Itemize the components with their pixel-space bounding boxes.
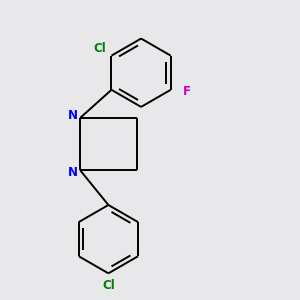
Text: Cl: Cl	[93, 42, 106, 55]
Text: N: N	[68, 109, 78, 122]
Text: N: N	[68, 166, 78, 179]
Text: Cl: Cl	[102, 279, 115, 292]
Text: F: F	[183, 85, 191, 98]
